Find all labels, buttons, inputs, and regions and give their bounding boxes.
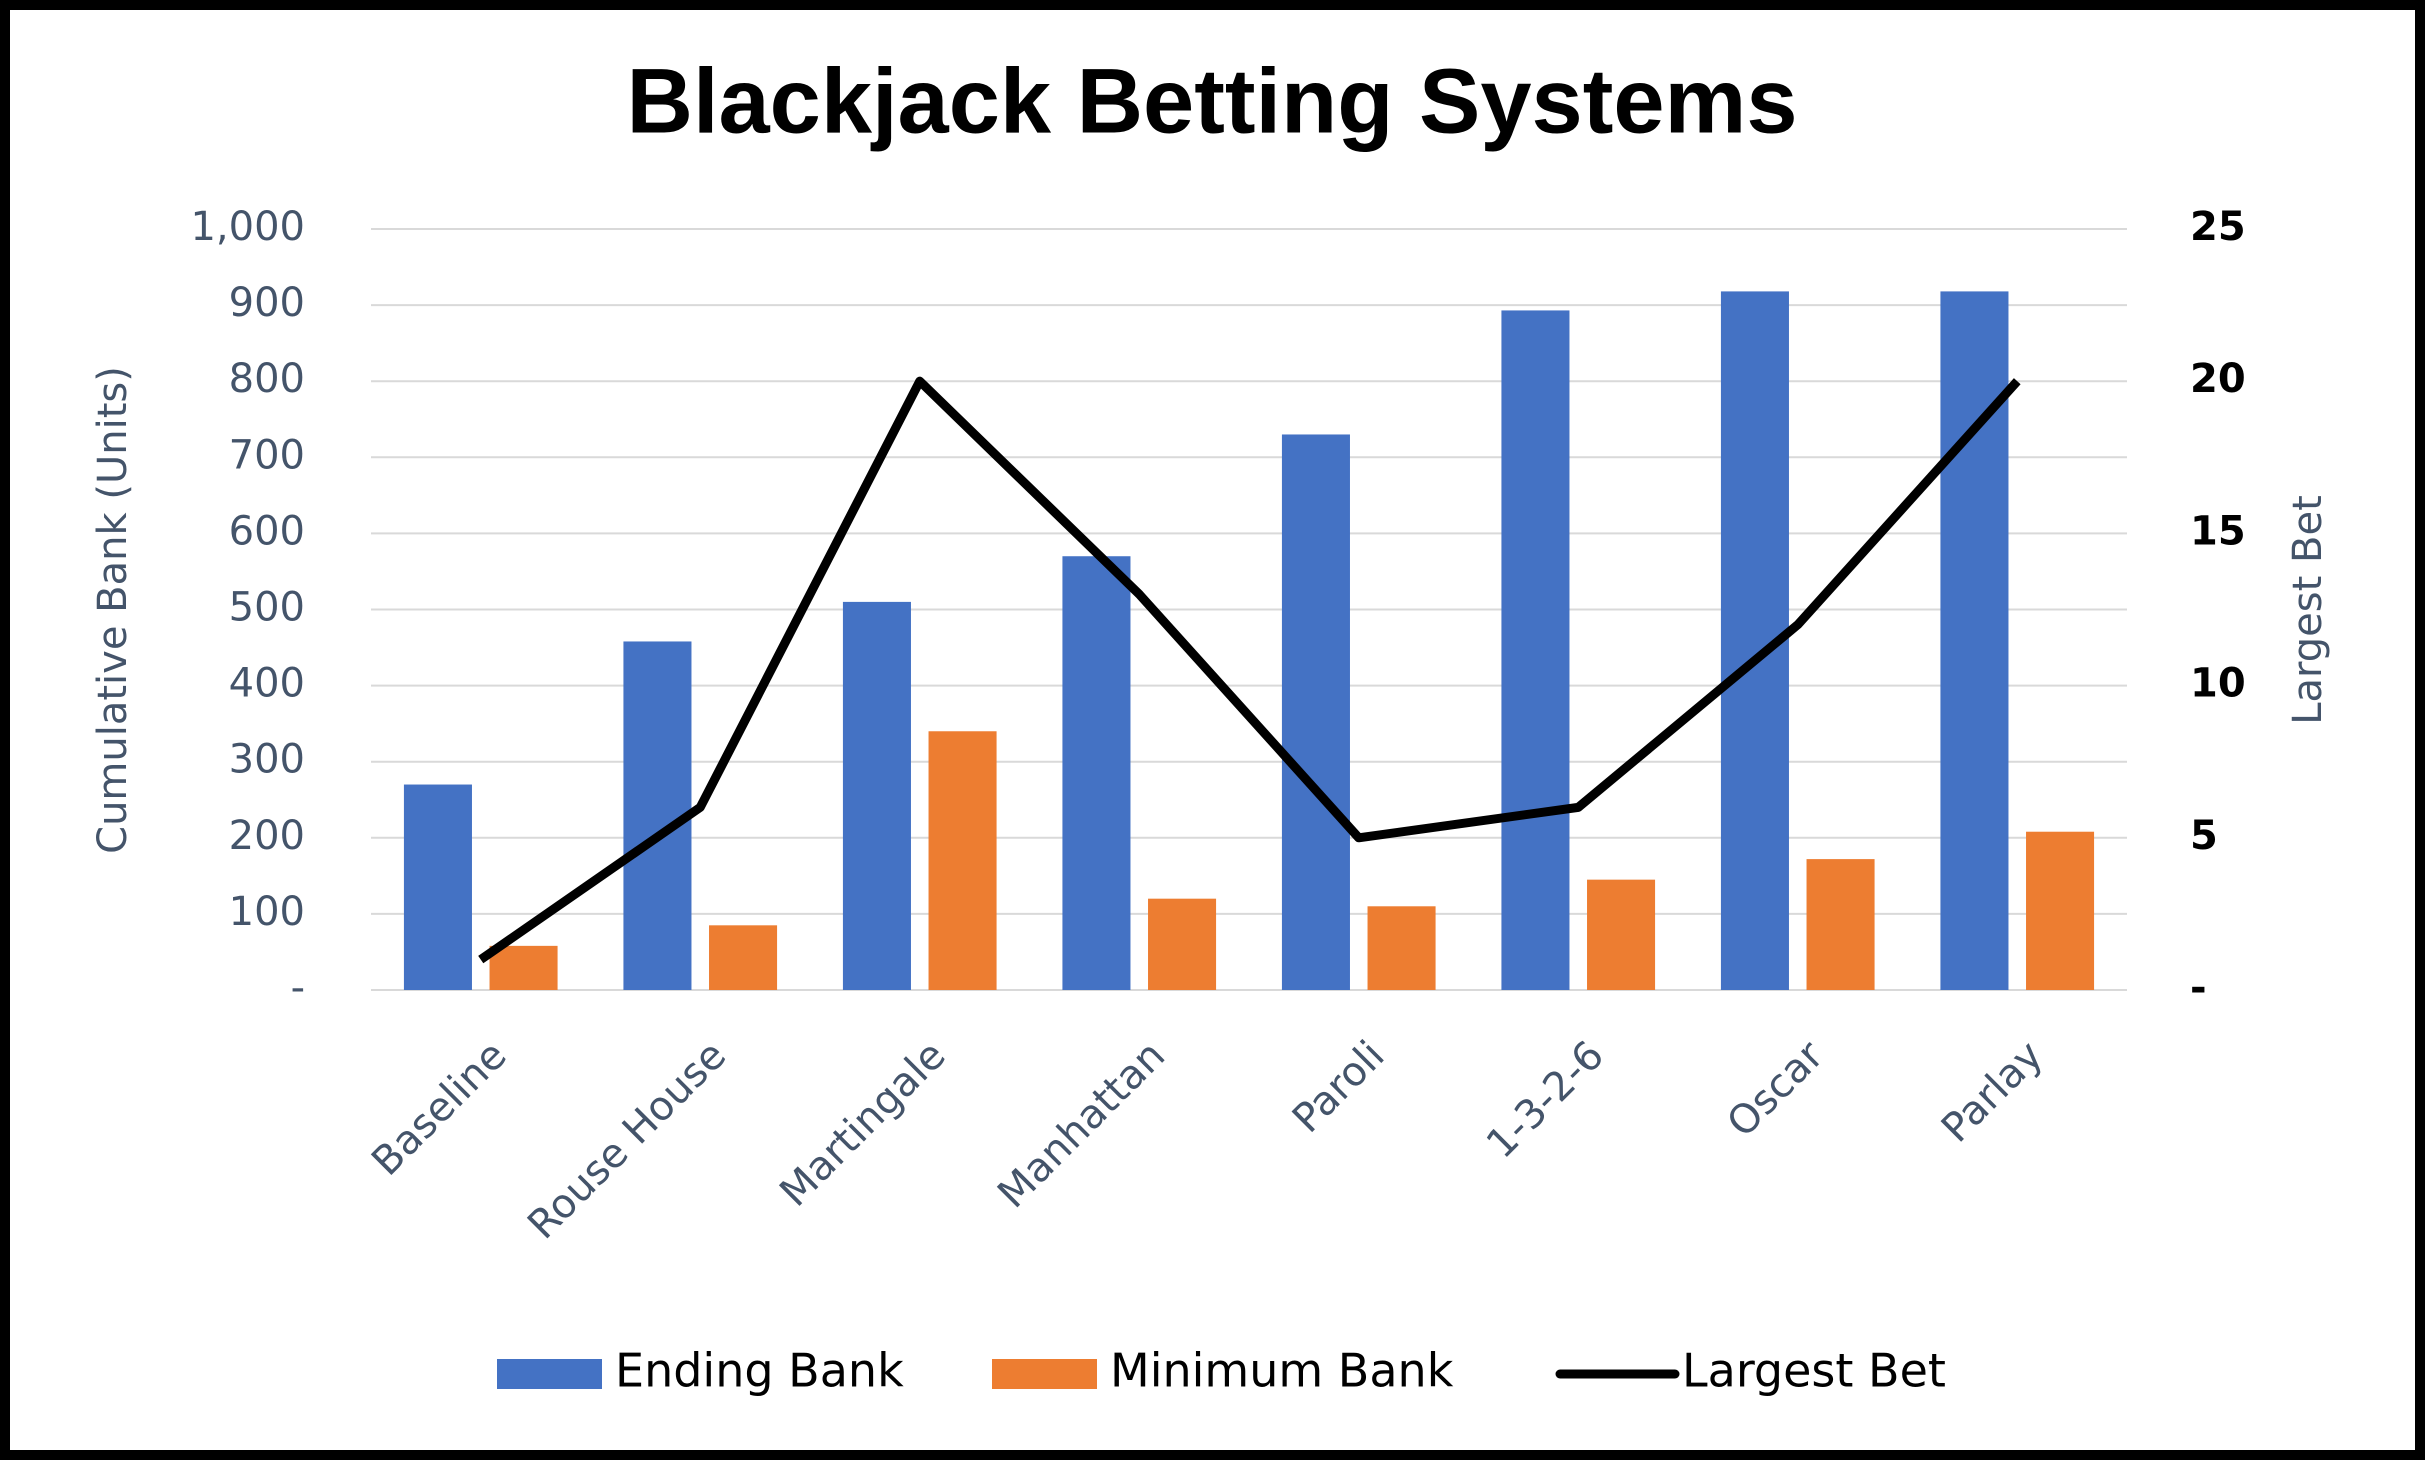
y2-axis-title: Largest Bet (2285, 495, 2331, 725)
line (478, 376, 2021, 964)
y-axis-title: Cumulative Bank (Units) (90, 366, 136, 854)
legend-swatch (497, 1359, 602, 1389)
y-tick-label: 900 (229, 280, 305, 326)
bar (709, 925, 778, 990)
legend-label: Largest Bet (1682, 1344, 1946, 1398)
y2-tick-label: 15 (2190, 508, 2246, 554)
legend-label: Ending Bank (615, 1344, 904, 1398)
bar (1587, 879, 1656, 990)
y-tick-label: 300 (229, 737, 305, 783)
y-tick-label: 1,000 (190, 204, 305, 250)
bar (928, 731, 997, 990)
legend-swatch (992, 1359, 1097, 1389)
y2-tick-label: - (2190, 965, 2207, 1011)
y-tick-label: 700 (229, 432, 305, 478)
y-tick-label: 500 (229, 585, 305, 631)
y2-tick-label: 5 (2190, 813, 2218, 859)
y-tick-label: 600 (229, 508, 305, 554)
y-tick-label: 400 (229, 661, 305, 707)
y2-tick-label: 25 (2190, 204, 2246, 250)
bar (1062, 556, 1131, 990)
y2-tick-label: 20 (2190, 356, 2246, 402)
bar (1148, 898, 1217, 990)
bar (623, 641, 692, 990)
y2-tick-label: 10 (2190, 661, 2246, 707)
chart-title: Blackjack Betting Systems (627, 50, 1798, 152)
bar (1281, 434, 1350, 991)
bar (489, 945, 558, 990)
bar (1501, 310, 1570, 990)
legend-label: Minimum Bank (1110, 1344, 1454, 1398)
bar (2026, 831, 2095, 990)
bar (403, 784, 472, 990)
y-tick-label: 100 (229, 889, 305, 935)
bar (842, 601, 911, 990)
y-tick-label: - (291, 965, 305, 1011)
bar (1367, 906, 1436, 990)
bar (1806, 859, 1875, 990)
y-tick-label: 200 (229, 813, 305, 859)
y-tick-label: 800 (229, 356, 305, 402)
